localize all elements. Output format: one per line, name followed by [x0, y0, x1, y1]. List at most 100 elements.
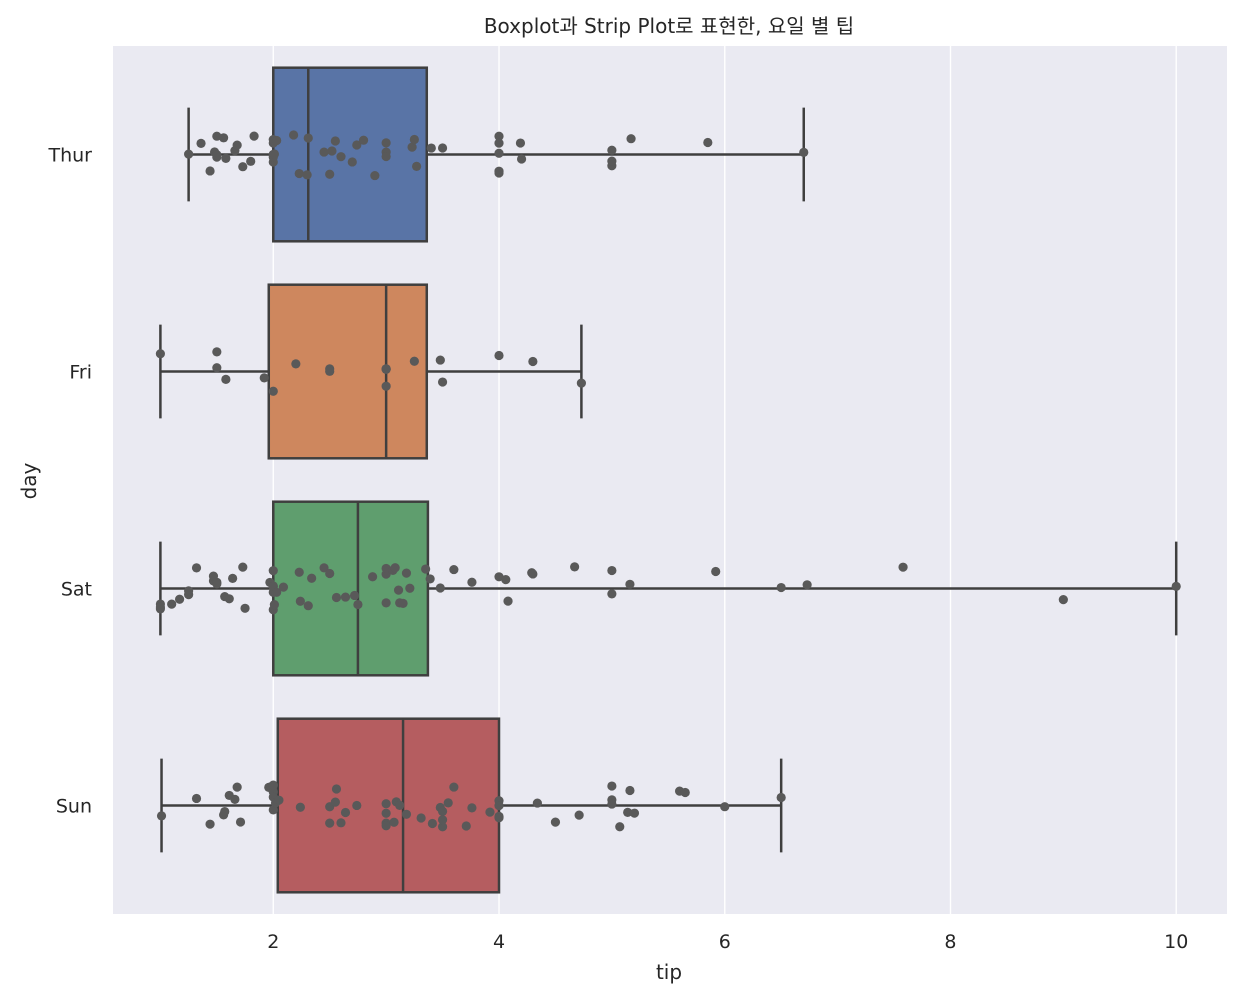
iqr-box: [267, 283, 429, 460]
strip-point-sun: [437, 815, 448, 825]
strip-point-thur: [319, 147, 329, 157]
strip-point-sun: [381, 821, 391, 831]
strip-point-sat: [349, 590, 360, 601]
strip-point-sun: [235, 817, 246, 827]
strip-point-thur: [232, 140, 242, 150]
strip-point-sun: [340, 807, 351, 818]
strip-point-thur: [799, 147, 809, 157]
strip-point-sat: [570, 562, 580, 572]
strip-point-thur: [516, 154, 527, 164]
strip-point-fri: [381, 364, 391, 374]
strip-point-sat: [340, 592, 351, 602]
strip-point-thur: [494, 166, 504, 176]
iqr-box: [272, 66, 429, 243]
strip-point-sat: [240, 603, 250, 613]
strip-point-sat: [303, 601, 313, 611]
strip-point-sun: [776, 792, 786, 803]
strip-point-sat: [398, 598, 408, 608]
strip-point-thur: [212, 150, 222, 160]
strip-point-thur: [381, 138, 391, 148]
box-fri: [159, 283, 583, 460]
strip-point-thur: [302, 170, 312, 180]
strip-point-sat: [802, 580, 812, 590]
strip-point-sun: [381, 808, 391, 818]
strip-point-sat: [898, 562, 908, 572]
strip-point-thur: [626, 134, 636, 144]
strip-point-thur: [212, 131, 222, 141]
strip-point-sun: [336, 818, 346, 828]
strip-point-sun: [330, 797, 340, 807]
strip-point-fri: [221, 374, 231, 384]
strip-point-thur: [330, 136, 340, 146]
strip-point-sun: [467, 803, 477, 813]
y-tick-label-fri: Fri: [69, 362, 92, 384]
strip-point-fri: [268, 386, 278, 396]
chart-title: Boxplot과 Strip Plot로 표현한, 요일 별 팁: [484, 14, 854, 38]
strip-point-sun: [331, 784, 342, 794]
strip-point-sat: [228, 573, 238, 583]
y-tick-labels: Thur Fri Sat Sun: [47, 145, 92, 818]
strip-point-fri: [291, 359, 301, 369]
strip-point-sat: [776, 582, 786, 593]
strip-point-sat: [307, 573, 317, 583]
strip-point-sat: [167, 599, 177, 609]
x-tick-label: 8: [944, 931, 956, 953]
strip-point-thur: [352, 140, 362, 150]
strip-point-sat: [238, 562, 248, 572]
strip-point-sat: [528, 569, 538, 579]
strip-point-thur: [515, 138, 526, 148]
strip-point-sat: [367, 572, 378, 582]
iqr-box: [272, 500, 430, 677]
strip-point-sun: [532, 798, 542, 808]
strip-point-thur: [607, 145, 617, 155]
strip-point-sat: [319, 563, 329, 573]
strip-point-sun: [494, 813, 504, 823]
strip-point-sat: [1171, 581, 1181, 591]
strip-point-sat: [184, 586, 194, 596]
strip-point-sun: [205, 819, 215, 829]
strip-points: [155, 130, 1181, 832]
strip-point-sun: [268, 805, 278, 815]
strip-point-sat: [295, 596, 305, 606]
strip-point-fri: [576, 378, 586, 388]
strip-point-thur: [249, 131, 259, 141]
strip-point-thur: [246, 156, 256, 166]
strip-point-sun: [485, 807, 495, 817]
strip-point-thur: [494, 138, 504, 148]
strip-point-thur: [196, 138, 206, 148]
strip-point-sun: [443, 798, 453, 808]
strip-point-sat: [503, 596, 513, 606]
strip-point-sun: [550, 817, 561, 827]
strip-point-thur: [607, 156, 617, 166]
strip-point-fri: [212, 363, 222, 373]
x-axis-label: tip: [656, 960, 682, 984]
strip-point-sat: [1058, 595, 1068, 605]
strip-point-sat: [421, 564, 431, 574]
strip-point-sat: [449, 564, 459, 575]
strip-point-sun: [274, 795, 284, 805]
strip-point-thur: [494, 131, 504, 141]
strip-point-sat: [268, 566, 278, 576]
strip-point-sun: [461, 821, 471, 831]
x-tick-label: 2: [267, 931, 279, 953]
strip-point-fri: [409, 356, 419, 366]
strip-point-sun: [449, 782, 459, 792]
strip-point-sat: [405, 583, 415, 593]
strip-point-sat: [294, 567, 304, 577]
strip-point-sat: [272, 587, 282, 597]
strip-point-thur: [409, 134, 419, 145]
strip-point-sun: [437, 822, 448, 832]
strip-point-sat: [353, 599, 363, 610]
strip-point-sat: [155, 602, 166, 612]
y-tick-label-thur: Thur: [47, 145, 92, 167]
strip-point-thur: [347, 157, 357, 167]
box-layer: [159, 66, 1178, 894]
strip-point-sat: [325, 568, 335, 579]
strip-point-thur: [426, 143, 436, 153]
strip-point-thur: [437, 143, 448, 153]
strip-point-thur: [703, 137, 713, 148]
strip-point-sat: [269, 600, 280, 610]
strip-point-sun: [230, 794, 240, 804]
strip-point-sun: [607, 799, 617, 809]
strip-point-thur: [494, 148, 504, 158]
